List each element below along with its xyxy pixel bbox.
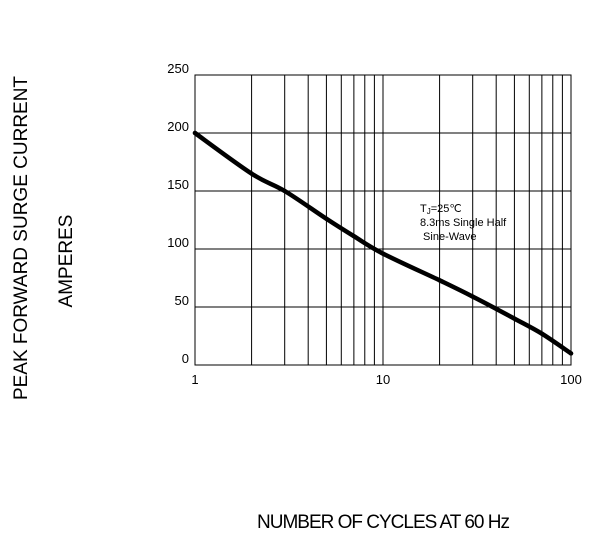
data-point [351, 234, 357, 239]
y-axis-label-line-1: PEAK FORWARD SURGE CURRENT [11, 76, 32, 400]
data-point [249, 171, 254, 176]
data-point [324, 216, 329, 222]
data-point [470, 294, 475, 299]
annotation-line-1: TJ=25℃ [420, 203, 462, 216]
plot-area-frame [194, 74, 572, 366]
annotation-line-1-rest: =25℃ [431, 203, 462, 215]
data-point [192, 130, 198, 136]
annotation-line-3: Sine-Wave [420, 231, 476, 243]
annotation-line-2: 8.3ms Single Half [420, 217, 507, 229]
y-tick-label: 200 [167, 119, 189, 134]
data-point [568, 351, 574, 356]
y-tick-label: 150 [167, 177, 189, 192]
y-tick-label: 100 [167, 235, 189, 250]
series-points [192, 130, 574, 356]
data-point [282, 188, 287, 194]
x-axis-label: NUMBER OF CYCLES AT 60 Hz [257, 512, 509, 533]
x-tick-label: 100 [560, 372, 582, 387]
grid [195, 75, 571, 365]
y-tick-label: 50 [175, 293, 189, 308]
x-tick-labels: 1 10 100 [191, 372, 581, 387]
x-tick-label: 10 [376, 372, 390, 387]
y-axis-label-line-2: AMPERES [56, 215, 77, 308]
data-point [380, 251, 386, 256]
data-point [437, 278, 442, 283]
data-point [512, 316, 517, 321]
y-tick-labels: 0 50 100 150 200 250 [167, 61, 189, 366]
y-tick-label: 250 [167, 61, 189, 76]
data-point [539, 331, 545, 336]
x-tick-label: 1 [191, 372, 198, 387]
y-tick-label: 0 [182, 351, 189, 366]
